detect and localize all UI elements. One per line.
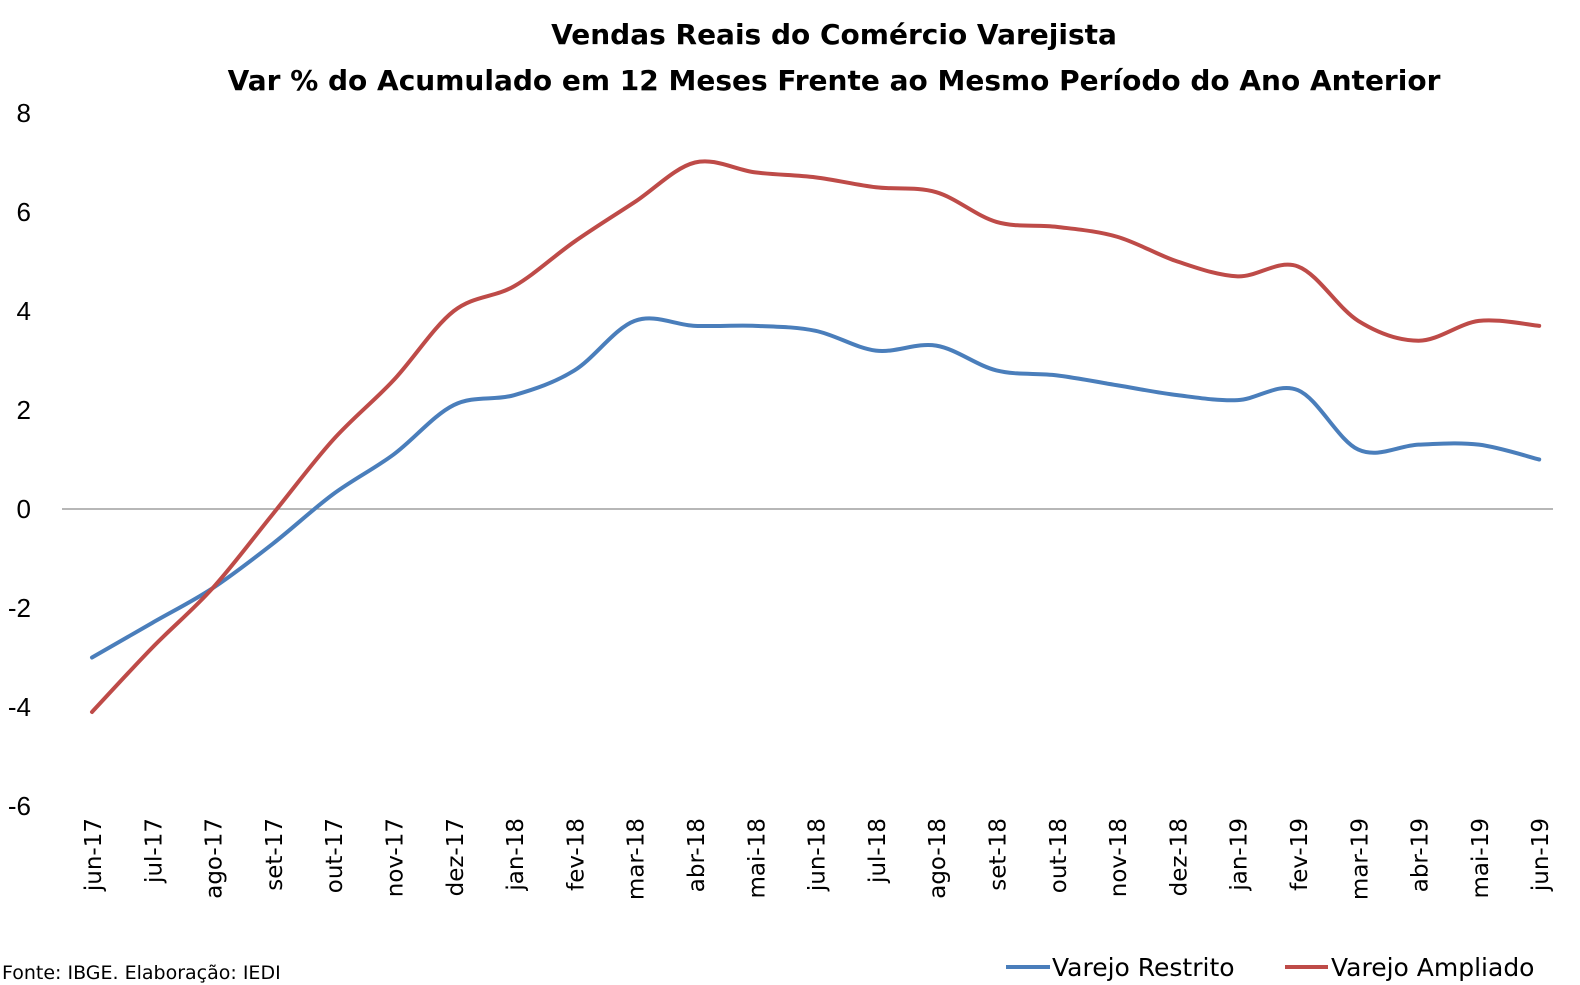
y-tick-label: -2 [8,593,31,623]
x-tick-label: out-18 [1046,818,1072,893]
x-tick-label: jun-19 [1528,818,1554,892]
x-tick-label: dez-18 [1166,818,1192,896]
legend-label-varejo-ampliado: Varejo Ampliado [1331,953,1534,982]
x-tick-label: out-17 [322,818,348,893]
source-note: Fonte: IBGE. Elaboração: IEDI [2,962,281,984]
x-tick-label: dez-17 [443,818,469,896]
x-tick-label: jul-18 [865,818,891,884]
y-tick-label: 0 [17,494,31,524]
y-tick-label: 4 [17,296,31,326]
legend: Varejo Restrito Varejo Ampliado [1006,953,1534,982]
x-axis-tick-labels: jun-17 jul-17 ago-17 set-17 out-17 nov-17 dez-… [81,818,1554,900]
x-tick-label: nov-18 [1106,818,1132,897]
chart-subtitle: Var % do Acumulado em 12 Meses Frente ao… [228,64,1441,97]
x-tick-label: nov-17 [383,818,409,897]
x-tick-label: mai-18 [744,818,770,898]
x-tick-label: mai-19 [1468,818,1494,898]
x-tick-label: abr-18 [684,818,710,892]
x-tick-label: set-18 [986,818,1012,891]
series-line-varejo-ampliado [90,159,1542,714]
x-tick-label: mar-19 [1347,818,1373,900]
x-tick-label: fev-19 [1287,818,1313,891]
legend-label-varejo-restrito: Varejo Restrito [1052,953,1235,982]
x-tick-label: jan-19 [1227,818,1253,892]
y-tick-label: 6 [17,197,31,227]
x-tick-label: mar-18 [624,818,650,900]
series-lines [90,159,1542,714]
x-tick-label: fev-18 [563,818,589,891]
x-tick-label: jun-17 [81,818,107,892]
x-tick-label: ago-18 [925,818,951,899]
x-tick-label: ago-17 [202,818,228,899]
y-axis-tick-labels: 8 6 4 2 0 -2 -4 -6 [8,98,31,821]
x-tick-label: abr-19 [1408,818,1434,892]
x-tick-label: set-17 [262,818,288,891]
x-tick-label: jul-17 [141,818,167,884]
y-tick-label: 2 [17,395,31,425]
y-tick-label: -6 [8,791,31,821]
x-tick-label: jan-18 [503,818,529,892]
chart-title: Vendas Reais do Comércio Varejista [551,18,1117,51]
series-line-varejo-restrito [90,316,1542,660]
y-tick-label: -4 [8,692,31,722]
y-tick-label: 8 [17,98,31,128]
x-tick-label: jun-18 [805,818,831,892]
